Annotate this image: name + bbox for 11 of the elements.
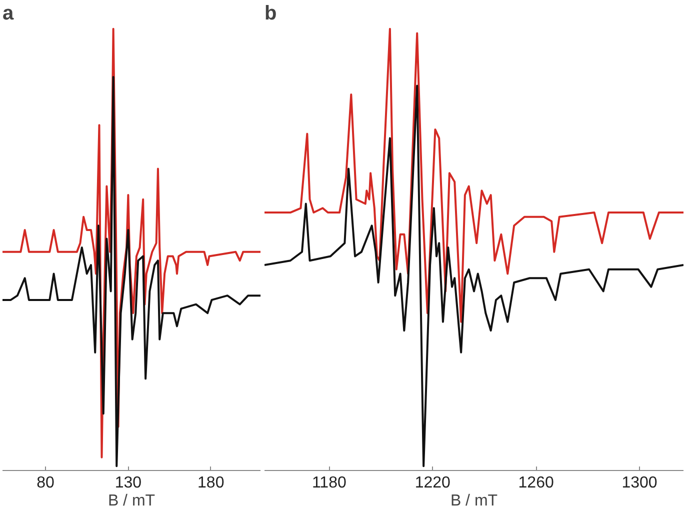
chart-title: a [2, 2, 14, 24]
x-axis-title: B / mT [108, 492, 156, 510]
x-tick-label: 80 [36, 474, 54, 492]
x-tick-label: 130 [114, 474, 142, 492]
x-tick-label: 1260 [518, 474, 554, 492]
x-tick-label: 1300 [622, 474, 658, 492]
x-tick-label: 1180 [312, 474, 346, 492]
x-axis-title: B / mT [450, 492, 498, 510]
chart-title: b [264, 2, 277, 24]
x-tick-label: 1220 [414, 474, 451, 492]
x-tick-label: 180 [198, 474, 224, 492]
